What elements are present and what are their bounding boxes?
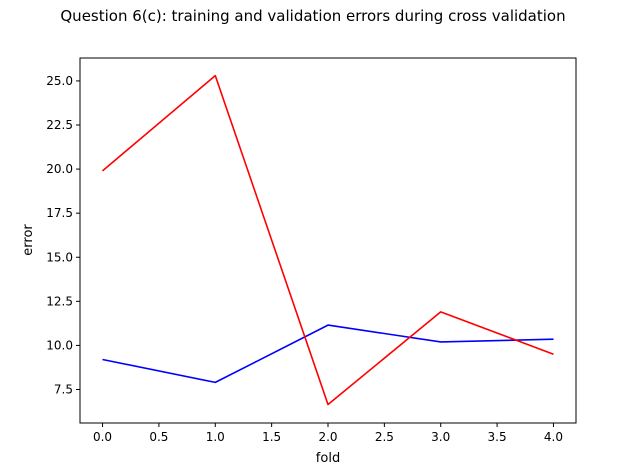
y-tick-label: 25.0 bbox=[46, 74, 73, 88]
x-tick-label: 3.5 bbox=[488, 430, 507, 444]
series-line-1 bbox=[101, 74, 554, 406]
x-axis: 0.0 0.5 1.0 1.5 2.0 2.5 3.0 3.5 4.0 bbox=[93, 423, 563, 444]
x-tick-label: 2.5 bbox=[375, 430, 394, 444]
chart-title: Question 6(c): training and validation e… bbox=[60, 7, 565, 25]
x-tick-label: 2.0 bbox=[318, 430, 337, 444]
y-tick-label: 20.0 bbox=[46, 162, 73, 176]
x-tick-label: 1.0 bbox=[206, 430, 225, 444]
x-tick-label: 0.5 bbox=[149, 430, 168, 444]
y-tick-label: 12.5 bbox=[46, 294, 73, 308]
y-tick-label: 10.0 bbox=[46, 338, 73, 352]
y-tick-label: 22.5 bbox=[46, 118, 73, 132]
x-axis-label: fold bbox=[316, 451, 340, 466]
x-tick-label: 4.0 bbox=[544, 430, 563, 444]
series-layer bbox=[101, 74, 554, 406]
series-line-0 bbox=[102, 324, 554, 384]
y-axis: 7.5 10.0 12.5 15.0 17.5 20.0 22.5 25.0 bbox=[46, 74, 80, 396]
y-tick-label: 17.5 bbox=[46, 206, 73, 220]
x-tick-label: 0.0 bbox=[93, 430, 112, 444]
x-tick-label: 3.0 bbox=[431, 430, 450, 444]
y-axis-label: error bbox=[21, 224, 36, 256]
x-tick-label: 1.5 bbox=[262, 430, 281, 444]
y-tick-label: 7.5 bbox=[54, 382, 73, 396]
plot-frame bbox=[79, 57, 577, 424]
y-tick-label: 15.0 bbox=[46, 250, 73, 264]
